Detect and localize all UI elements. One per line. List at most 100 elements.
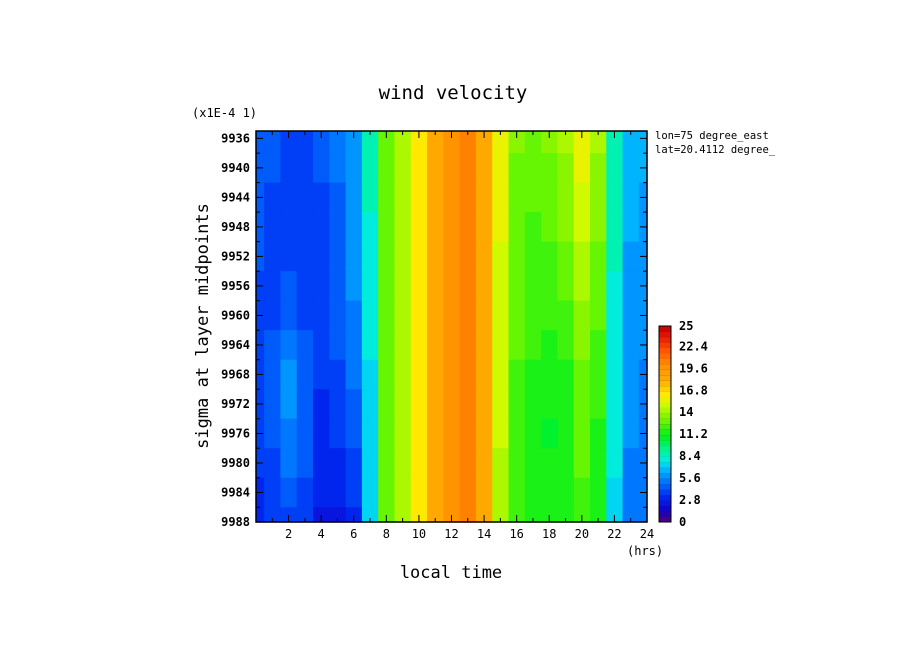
heatmap-cell [427,359,444,390]
heatmap-cell [541,153,558,184]
heatmap-cell [264,359,282,390]
x-axis-ticks: 2 4 6 8 10 12 14 16 18 20 22 24 [271,131,654,541]
colorbar-swatch [659,516,671,523]
heatmap-cell [361,389,379,420]
heatmap-cell [329,477,347,508]
heatmap-cell [622,477,640,508]
heatmap-cell [524,477,542,508]
colorbar-swatch [659,456,671,463]
heatmap-cell [296,212,314,243]
heatmap-cell [492,448,510,479]
heatmap-cell [541,448,558,479]
heatmap-cell [622,241,640,272]
colorbar-swatch [659,331,671,338]
heatmap-cell [378,477,396,508]
heatmap-cell [443,359,461,390]
heatmap-cell [296,448,314,479]
colorbar-swatch [659,353,671,359]
heatmap-cell [378,131,396,154]
plot-frame [255,130,648,523]
heatmap-cell [427,182,444,213]
chart-title: wind velocity [379,82,528,104]
heatmap-cell [329,507,347,523]
heatmap-cell [378,389,396,420]
heatmap-cell [313,359,330,390]
heatmap-cell [508,448,526,479]
heatmap-cell [394,389,412,420]
heatmap-cell [329,389,347,420]
heatmap-cell [589,131,607,154]
colorbar-swatch [659,402,671,408]
heatmap-cell [589,507,607,523]
colorbar-swatch [659,489,671,496]
heatmap-cell [427,477,444,508]
heatmap-cell [557,477,575,508]
heatmap-cell [622,271,640,302]
heatmap-cell [394,153,412,184]
heatmap-cell [329,330,347,361]
y-tick-label: 9976 [221,426,250,440]
heatmap-cell [394,477,412,508]
heatmap-cell [427,389,444,420]
heatmap-cell [329,131,347,154]
heatmap-cell [622,330,640,361]
heatmap-cell [541,182,558,213]
heatmap-cell [264,330,282,361]
heatmap-cell [475,389,493,420]
colorbar-swatch [659,342,671,349]
colorbar-swatch [659,440,671,447]
heatmap-cell [459,330,477,361]
heatmap-cell [508,389,526,420]
heatmap-cell [313,330,330,361]
heatmap-cell [443,131,461,154]
colorbar-swatch [659,336,671,343]
y-tick-label: 9948 [221,220,250,234]
colorbar-labels: 0 2.8 5.6 8.4 11.2 14 16.8 19.6 22.4 25 [679,319,708,529]
heatmap-cell [492,271,510,302]
x-tick-label: 16 [509,527,523,541]
heatmap-cell [345,418,363,449]
heatmap-cell [280,448,298,479]
heatmap-cell [264,477,282,508]
heatmap-cell [361,359,379,390]
heatmap-cell [264,153,282,184]
heatmap-cell [606,241,624,272]
x-unit-label: (hrs) [627,544,663,558]
heatmap-cell [508,271,526,302]
heatmap-cell [443,241,461,272]
heatmap-cell [345,131,363,154]
heatmap-cell [606,300,624,331]
heatmap-cell [296,153,314,184]
heatmap-cell [524,241,542,272]
heatmap-cell [557,131,575,154]
colorbar-swatch [659,358,671,365]
heatmap-cell [410,153,428,184]
heatmap-cell [443,507,461,523]
x-tick-label: 14 [477,527,491,541]
colorbar-swatch [659,407,671,414]
heatmap-cell [508,330,526,361]
heatmap-cell [345,271,363,302]
heatmap-cell [427,330,444,361]
heatmap-cell [427,300,444,331]
heatmap-cell [313,418,330,449]
heatmap-cell [427,507,444,523]
heatmap-cell [524,507,542,523]
heatmap-cell [475,212,493,243]
heatmap-cell [345,448,363,479]
heatmap-cell [622,212,640,243]
heatmap-cell [427,271,444,302]
heatmap-cell [410,507,428,523]
heatmap-cell [378,300,396,331]
heatmap-cell [361,330,379,361]
heatmap-cell [361,241,379,272]
heatmap-cell [622,300,640,331]
heatmap-cell [410,131,428,154]
heatmap-cell [410,448,428,479]
heatmap-cell [573,182,591,213]
heatmap-cell [557,418,575,449]
heatmap-cell [492,418,510,449]
heatmap-cell [394,131,412,154]
heatmap-cell [378,153,396,184]
